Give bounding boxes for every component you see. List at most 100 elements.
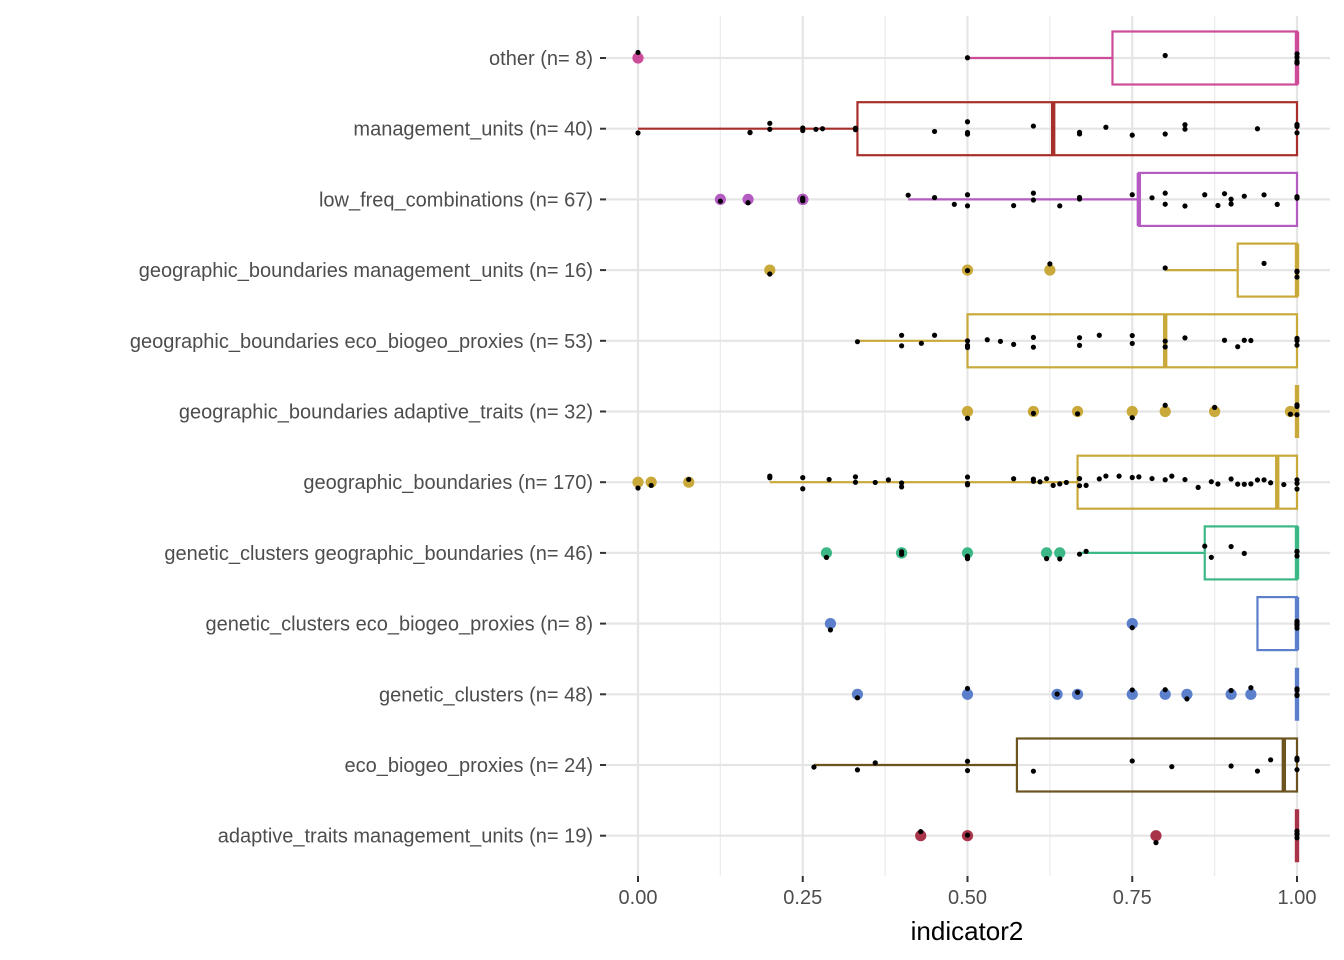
data-point — [1228, 196, 1234, 202]
data-point — [1208, 554, 1214, 560]
data-point — [1129, 332, 1135, 339]
data-point — [1212, 404, 1218, 410]
data-point — [1228, 687, 1234, 694]
data-point — [1162, 201, 1168, 207]
data-point — [964, 474, 971, 480]
x-tick-label: 0.75 — [1113, 887, 1152, 909]
x-axis-title: indicator2 — [911, 916, 1024, 946]
data-point — [918, 340, 924, 346]
data-point — [635, 49, 641, 56]
data-point — [1083, 548, 1089, 554]
data-point — [1076, 194, 1083, 201]
category-group — [635, 101, 1300, 157]
data-point — [964, 338, 971, 344]
data-point — [1294, 480, 1300, 487]
data-point — [1294, 130, 1300, 136]
data-point — [686, 476, 692, 483]
outlier-point — [961, 405, 974, 418]
data-point — [1129, 474, 1135, 481]
data-point — [1063, 479, 1069, 486]
outlier-point — [632, 476, 644, 488]
data-point — [1254, 477, 1261, 483]
category-group — [632, 454, 1300, 510]
data-point — [1076, 335, 1083, 341]
outlier-point — [1040, 547, 1053, 559]
data-point — [1228, 201, 1234, 207]
data-point — [1294, 831, 1300, 837]
outlier-point — [683, 476, 695, 488]
data-point — [951, 201, 957, 207]
x-tick-label: 0.50 — [948, 887, 987, 909]
data-point — [854, 695, 861, 701]
data-point — [1274, 201, 1280, 207]
data-point — [800, 486, 806, 492]
data-point — [635, 130, 641, 136]
outlier-point — [1245, 688, 1257, 700]
data-point — [767, 120, 773, 126]
data-point — [964, 342, 971, 349]
data-point — [1202, 543, 1208, 549]
data-point — [1129, 192, 1135, 198]
outlier-point — [1044, 264, 1056, 276]
data-point — [1149, 195, 1155, 201]
data-point — [1268, 757, 1274, 763]
data-point — [1011, 476, 1017, 482]
y-tick-label: genetic_clusters geographic_boundaries (… — [164, 543, 593, 565]
data-point — [931, 128, 938, 135]
data-point — [1184, 696, 1190, 702]
data-point — [813, 126, 819, 132]
data-point — [1294, 692, 1300, 698]
data-point — [1103, 124, 1109, 130]
x-axis: 0.00 0.25 0.50 0.75 1.00 — [619, 876, 1316, 909]
data-point — [745, 200, 751, 206]
data-point — [1030, 190, 1036, 196]
data-point — [964, 767, 971, 774]
data-point — [964, 119, 971, 125]
data-point — [1241, 193, 1247, 199]
data-point — [964, 556, 971, 562]
data-point — [872, 479, 878, 486]
data-point — [1294, 338, 1300, 344]
data-point — [1235, 481, 1241, 487]
data-point — [885, 477, 892, 483]
data-point — [1182, 203, 1188, 209]
category-group — [961, 385, 1300, 438]
outlier-point — [1181, 688, 1193, 700]
data-point — [1294, 195, 1300, 201]
data-point — [1169, 473, 1175, 479]
data-point — [1241, 481, 1247, 487]
data-point — [1294, 553, 1300, 559]
data-point — [854, 339, 861, 345]
data-point — [1195, 484, 1201, 490]
data-point — [1182, 122, 1188, 128]
outlier-point — [1159, 405, 1171, 418]
data-point — [1030, 478, 1036, 484]
data-point — [1153, 840, 1159, 846]
data-point — [1294, 755, 1300, 761]
data-point — [635, 485, 641, 491]
y-axis: other (n= 8) management_units (n= 40) low_… — [130, 48, 606, 848]
data-point — [931, 195, 938, 201]
data-point — [899, 480, 905, 486]
data-point — [819, 126, 826, 132]
data-point — [800, 475, 806, 481]
data-point — [872, 760, 878, 766]
data-point — [800, 127, 806, 134]
category-group — [764, 242, 1300, 298]
data-point — [1129, 758, 1135, 764]
y-tick-label: other (n= 8) — [489, 48, 593, 70]
y-tick-label: management_units (n= 40) — [353, 119, 593, 141]
x-tick-label: 0.00 — [619, 887, 658, 909]
y-tick-label: adaptive_traits management_units (n= 19) — [218, 826, 593, 848]
data-point — [1162, 265, 1168, 271]
data-point — [1294, 686, 1300, 692]
data-point — [1294, 402, 1300, 408]
data-point — [1096, 332, 1102, 338]
data-point — [964, 192, 971, 198]
data-point — [899, 549, 905, 555]
data-point — [1057, 203, 1063, 209]
category-group — [820, 525, 1300, 581]
data-point — [1294, 58, 1300, 65]
data-point — [1162, 477, 1168, 483]
